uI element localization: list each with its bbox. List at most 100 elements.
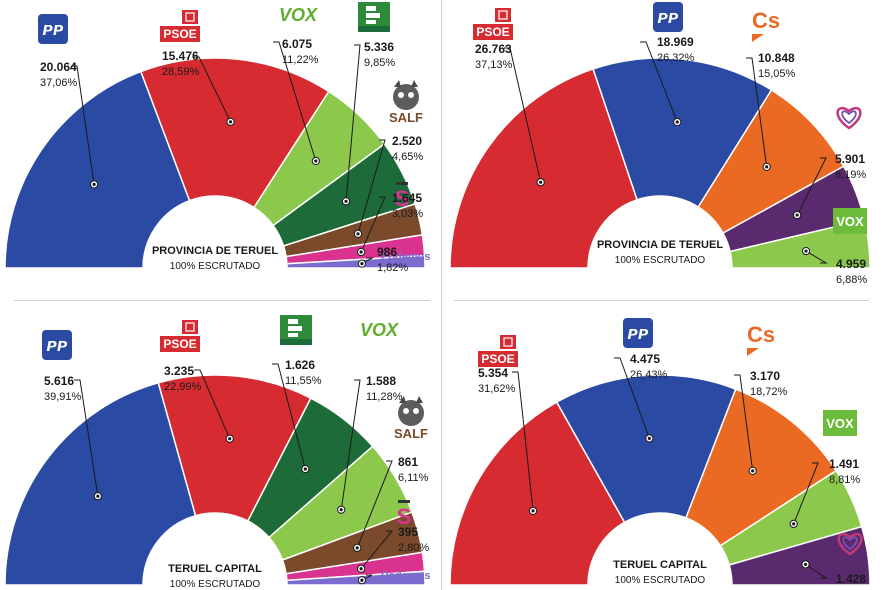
party-percent-pp: 39,91% [44,391,82,403]
party-votes-pp: 4.475 [630,352,660,366]
seat-sector-corazones [728,525,871,586]
leader-line-corazones [796,157,827,216]
party-percent-vox: 6,88% [836,274,867,286]
party-percent-cs: 18,72% [750,386,788,398]
psoe-logo-icon: PSOE [160,320,200,352]
leader-line-psoe [512,371,534,511]
svg-text:Cs: Cs [747,322,775,347]
chart-subtitle: 100% ESCRUTADO [615,575,706,586]
salf-logo-icon: SALF [394,396,428,441]
svg-text:S: S [397,504,412,529]
party-percent-salf: 6,11% [398,472,429,484]
svg-text:SALF: SALF [394,426,428,441]
party-votes-teruel-existe: 1.626 [285,358,315,372]
chart-subtitle: 100% ESCRUTADO [170,261,261,272]
leader-line-pp [74,379,99,497]
sumar-logo-icon: S [395,182,410,211]
svg-text:VOX: VOX [836,214,864,229]
leader-line-pp [71,65,95,185]
psoe-logo-icon: PSOE [478,335,518,367]
psoe-logo-icon: PSOE [473,8,513,40]
leader-line-cs [734,374,754,471]
party-percent-podemos: 1,82% [377,262,408,274]
party-votes-corazones: 1.428 [836,572,866,586]
vox-logo-icon: VOX [279,5,318,25]
party-votes-corazones: 5.901 [835,152,865,166]
svg-text:PSOE: PSOE [476,25,509,39]
vox-logo-icon: VOX [360,320,399,340]
seat-sector-podemos [286,570,426,586]
svg-text:S: S [395,186,410,211]
parliament-chart-3: ᴘᴘ 5.616 39,91% PSOE 3.235 22,99% 1.626 11,55% V… [4,315,431,590]
cs-logo-icon: Cs [747,322,775,356]
svg-text:Podemos: Podemos [381,251,431,263]
party-percent-salf: 4,65% [392,151,423,163]
chart-title: PROVINCIA DE TERUEL [597,239,723,251]
leader-line-teruel-existe [345,44,361,202]
leader-line-pp [640,41,678,123]
party-votes-cs: 3.170 [750,369,780,383]
horizontal-divider-right [454,300,869,301]
seat-sector-psoe [449,401,626,586]
chart-subtitle: 100% ESCRUTADO [170,579,261,590]
leader-line-sumar [360,196,386,253]
leader-line-cs [746,57,768,167]
party-votes-sumar: 1.645 [392,191,422,205]
salf-logo-icon: SALF [389,80,423,125]
party-votes-salf: 2.520 [392,134,422,148]
cs-logo-icon: Cs [752,8,780,42]
leader-line-psoe [504,47,542,183]
svg-text:ᴘᴘ: ᴘᴘ [43,19,64,39]
party-percent-vox: 11,22% [282,54,319,66]
party-percent-psoe: 31,62% [478,383,516,395]
svg-text:Cs: Cs [752,8,780,33]
leader-line-teruel-existe [272,363,306,470]
leader-line-corazones [805,563,828,579]
svg-text:ᴘᴘ: ᴘᴘ [658,7,679,27]
party-votes-teruel-existe: 5.336 [364,40,394,54]
leader-line-vox [793,462,819,525]
sumar-logo-icon: S [397,500,412,529]
leader-line-psoe [194,369,231,439]
leader-line-pp [614,357,650,439]
party-votes-psoe: 26.763 [475,42,512,56]
svg-text:ᴘᴘ: ᴘᴘ [628,323,649,343]
party-percent-vox: 11,28% [366,391,403,403]
party-percent-sumar: 3,03% [392,208,423,220]
seat-sector-pp [4,381,197,586]
party-percent-psoe: 28,59% [162,66,200,78]
svg-text:VOX: VOX [360,320,399,340]
party-votes-salf: 861 [398,455,418,469]
party-percent-vox: 8,81% [829,474,860,486]
party-votes-vox: 1.491 [829,457,859,471]
party-votes-pp: 5.616 [44,374,74,388]
party-percent-psoe: 37,13% [475,59,513,71]
party-votes-psoe: 3.235 [164,364,194,378]
leader-line-psoe [193,56,231,123]
seat-sector-pp [592,57,773,209]
svg-text:ᴘᴘ: ᴘᴘ [47,335,68,355]
chart-subtitle: 100% ESCRUTADO [615,255,706,266]
party-percent-pp: 37,06% [40,77,78,89]
podemos-logo-icon: Podemos [381,251,431,263]
svg-text:SALF: SALF [389,110,423,125]
party-votes-pp: 18.969 [657,35,694,49]
party-votes-vox: 4.959 [836,257,866,271]
horizontal-divider-left [14,300,430,301]
party-percent-psoe: 22,99% [164,381,202,393]
seat-sector-psoe [139,57,330,209]
svg-text:PSOE: PSOE [163,27,196,41]
party-percent-teruel-existe: 11,55% [285,375,322,387]
party-votes-vox: 6.075 [282,37,312,51]
te-logo-icon [358,2,390,32]
chart-title: TERUEL CAPITAL [168,563,262,575]
svg-text:Podemos: Podemos [381,570,431,582]
psoe-logo-icon: PSOE [160,10,200,42]
svg-text:PSOE: PSOE [481,352,514,366]
chart-title: PROVINCIA DE TERUEL [152,245,278,257]
party-votes-psoe: 5.354 [478,366,508,380]
voxbox-logo-icon: VOX [823,410,857,436]
